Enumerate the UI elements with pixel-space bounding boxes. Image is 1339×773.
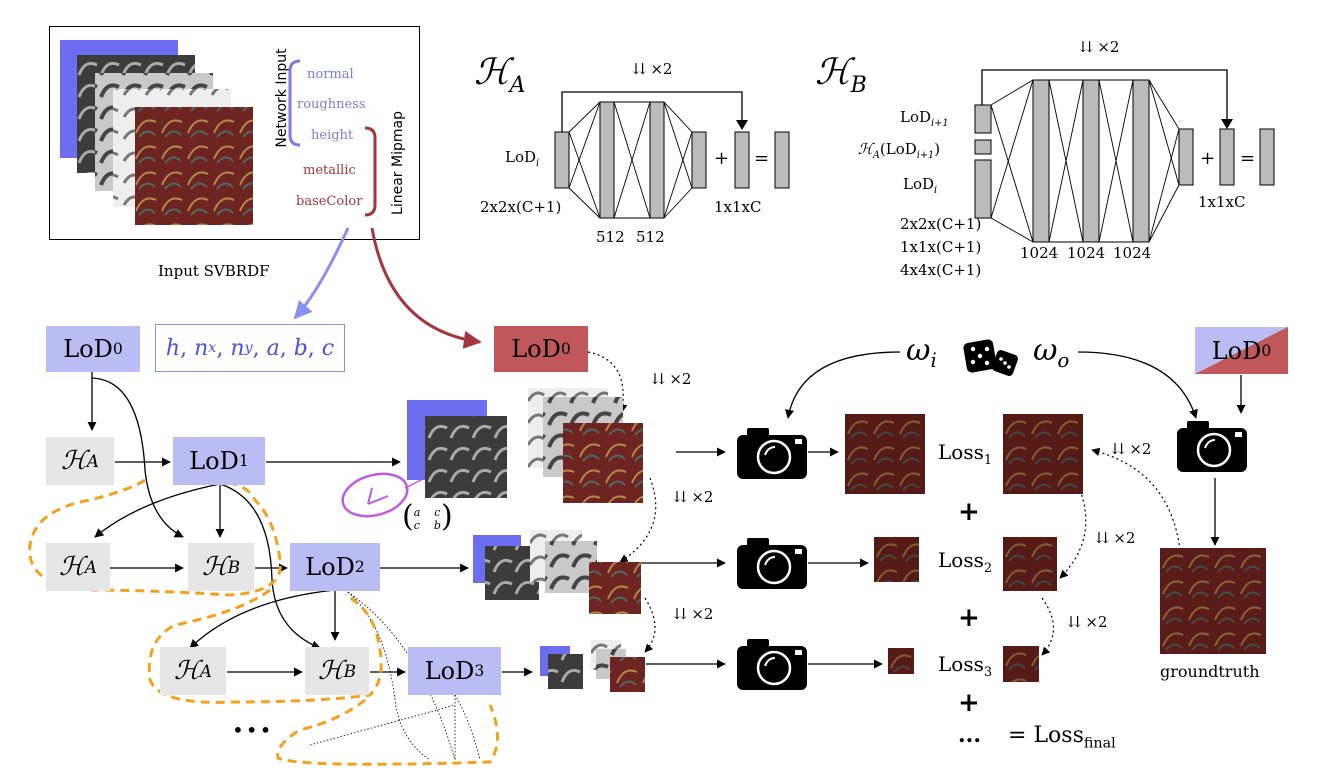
- input-texture-stack: [60, 40, 253, 225]
- channel-brackets: [288, 59, 377, 217]
- render-pred-3: [888, 648, 914, 674]
- loss-plus-1: +: [958, 497, 980, 527]
- arch-a-input-dims: 2x2x(C+1): [480, 198, 562, 216]
- arch-b-plus: +: [1200, 148, 1216, 169]
- render-pred-1: [845, 414, 925, 494]
- render-gt-1: [1003, 414, 1083, 494]
- camera-icon-groundtruth: [1177, 421, 1247, 472]
- ellipsis: •••: [232, 718, 274, 742]
- downsample-gt-1: ⇊ ×2: [1112, 440, 1152, 458]
- lod3-param-maps: [540, 646, 583, 689]
- downsample-label-1: ⇊ ×2: [652, 370, 692, 388]
- arch-b-dims-3: 4x4x(C+1): [900, 261, 982, 279]
- lod0-box: LoD 0: [46, 326, 140, 372]
- arch-b-network: [974, 69, 1275, 243]
- loss-final: = Lossfinal: [1008, 723, 1116, 752]
- input-svbrdf-caption: Input SVBRDF: [158, 262, 270, 280]
- arch-b-skip-label: ⇊ ×2: [1080, 38, 1120, 56]
- arch-a-equals: =: [754, 148, 770, 169]
- mip-stack-1: [528, 388, 643, 503]
- arch-a-input-label: LoDi: [505, 148, 540, 169]
- mip-stack-2: [530, 530, 641, 614]
- arch-b-hidden-1: 1024: [1020, 244, 1059, 262]
- mip-stack-3: [591, 640, 645, 692]
- render-pred-2: [874, 537, 919, 582]
- downsample-gt-2: ⇊ ×2: [1096, 529, 1136, 547]
- arch-a-skip-label: ⇊ ×2: [633, 60, 673, 78]
- render-gt-2: [1003, 537, 1057, 591]
- arch-a-output-dims: 1x1xC: [714, 198, 762, 216]
- loss-3: Loss3: [938, 652, 993, 680]
- loss-plus-3: +: [958, 688, 980, 718]
- lod0-groundtruth-box: LoD 0: [1195, 327, 1288, 374]
- arch-a-hidden-2: 512: [636, 228, 665, 246]
- camera-icon-row1: [737, 428, 807, 479]
- render-groundtruth: [1160, 548, 1266, 654]
- loss-dots: ...: [958, 722, 981, 748]
- groundtruth-label: groundtruth: [1160, 662, 1260, 681]
- arch-b-input-ha: ℋA(LoDi+1): [858, 140, 941, 161]
- arch-b-input-lod-i: LoDi: [903, 175, 938, 196]
- lod1-box: LoD 1: [173, 437, 265, 485]
- arch-b-output-dims: 1x1xC: [1198, 193, 1246, 211]
- arch-a-network: [554, 91, 790, 219]
- arch-a-title: ℋA: [474, 52, 526, 98]
- arch-b-hidden-2: 1024: [1067, 244, 1106, 262]
- channel-normal: normal: [307, 67, 354, 82]
- arch-b-title: ℋB: [815, 52, 867, 98]
- arch-a-plus: +: [714, 148, 730, 169]
- loss-plus-2: +: [958, 603, 980, 633]
- loss-2: Loss2: [938, 548, 993, 576]
- arch-b-equals: =: [1240, 148, 1256, 169]
- arch-b-dims-1: 2x2x(C+1): [900, 215, 982, 233]
- lod3-box: LoD 3: [408, 647, 501, 695]
- downsample-label-2: ⇊ ×2: [674, 488, 714, 506]
- camera-icon-row2: [737, 538, 807, 589]
- downsample-label-3: ⇊ ×2: [674, 605, 714, 623]
- lod1-param-maps: [407, 400, 507, 498]
- lod2-box: LoD 2: [290, 543, 380, 591]
- channel-basecolor: baseColor: [296, 194, 363, 209]
- channel-metallic: metallic: [303, 163, 356, 178]
- omega-o-label: ωo: [1033, 333, 1070, 372]
- dice-icon: [963, 339, 1018, 376]
- render-gt-3: [1003, 646, 1039, 682]
- input-panel-frame: [49, 26, 420, 240]
- arch-b-input-lod-next: LoDi+1: [900, 108, 949, 129]
- channel-height: height: [311, 128, 354, 143]
- channel-roughness: roughness: [297, 97, 366, 112]
- lod0-red-box: LoD 0: [494, 326, 588, 372]
- arch-a-hidden-1: 512: [596, 228, 625, 246]
- lod2-param-maps: [473, 535, 539, 600]
- downsample-gt-3: ⇊ ×2: [1068, 613, 1108, 631]
- arch-b-dims-2: 1x1x(C+1): [900, 238, 982, 256]
- camera-icon-row3: [737, 639, 807, 690]
- arch-b-hidden-3: 1024: [1113, 244, 1152, 262]
- loss-1: Loss1: [938, 440, 993, 468]
- omega-i-label: ωi: [906, 333, 937, 372]
